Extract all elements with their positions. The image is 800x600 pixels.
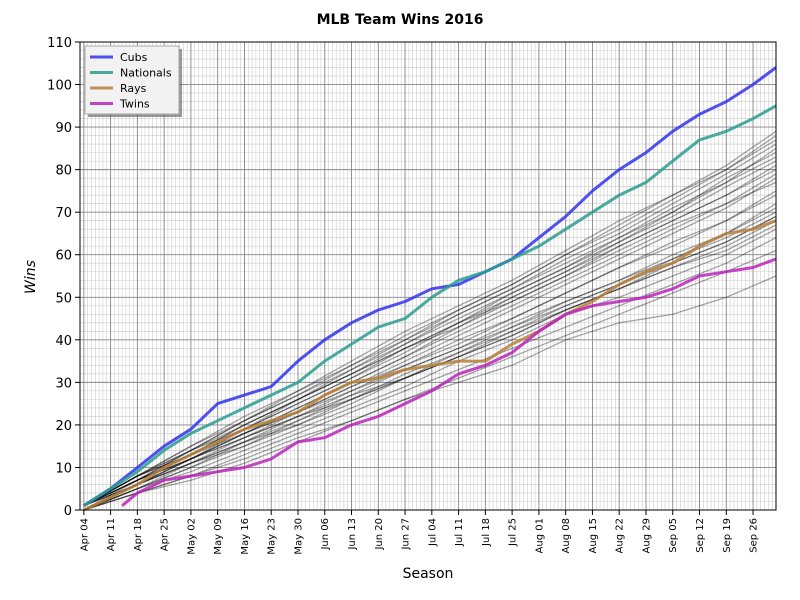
highlighted-team-lines	[82, 66, 777, 512]
y-tick-label: 80	[55, 164, 72, 179]
plot-frame	[79, 41, 777, 511]
team-line	[83, 130, 777, 507]
y-axis: 0 10 20 30 40 50 60 70 80 90 100 110	[47, 36, 80, 519]
x-tick-label: Aug 01	[534, 518, 545, 553]
legend-label: Nationals	[120, 67, 172, 80]
x-tick-label: Jul 25	[508, 518, 519, 547]
y-tick-label: 90	[55, 121, 72, 136]
series-line-cubs	[82, 66, 777, 507]
x-tick-label: Sep 19	[722, 518, 733, 553]
y-tick-label: 60	[55, 249, 72, 264]
x-tick-label: Jul 04	[427, 518, 438, 547]
team-line	[83, 164, 777, 511]
x-tick-label: May 09	[213, 518, 224, 555]
x-tick-label: Jun 27	[401, 518, 412, 551]
y-axis-label: Wins	[23, 260, 39, 294]
team-line	[83, 203, 777, 511]
x-tick-label: Aug 15	[588, 518, 599, 553]
x-tick-label: May 23	[267, 518, 278, 555]
y-tick-label: 50	[55, 291, 72, 306]
team-line	[83, 173, 777, 507]
series-line-twins	[121, 257, 777, 507]
y-tick-label: 110	[47, 36, 72, 51]
legend-label: Rays	[120, 82, 147, 95]
legend-label: Cubs	[120, 51, 148, 64]
x-tick-label: Jun 06	[320, 518, 331, 551]
team-line	[83, 160, 777, 507]
x-tick-label: Jun 13	[347, 518, 358, 551]
team-line	[83, 224, 777, 511]
y-tick-label: 70	[55, 206, 72, 221]
y-tick-label: 30	[55, 376, 72, 391]
x-tick-label: May 02	[186, 518, 197, 555]
team-line	[83, 139, 777, 507]
x-tick-label: Aug 08	[561, 518, 572, 553]
x-tick-label: May 30	[293, 518, 304, 555]
team-line	[83, 190, 777, 507]
x-tick-label: Jul 18	[481, 518, 492, 547]
y-tick-label: 100	[47, 79, 72, 94]
x-tick-label: Apr 18	[133, 518, 144, 551]
x-axis: Apr 04 Apr 11 Apr 18 Apr 25 May 02 May 09 May …	[79, 510, 760, 555]
team-line	[83, 249, 777, 511]
x-tick-label: Sep 12	[695, 518, 706, 553]
x-tick-label: Sep 05	[668, 518, 679, 553]
series-line-rays	[83, 219, 777, 512]
x-tick-label: Apr 04	[79, 518, 90, 551]
team-line	[83, 181, 777, 507]
x-axis-label: Season	[403, 566, 454, 582]
x-tick-label: Aug 22	[615, 518, 626, 553]
series-line-nationals	[82, 104, 777, 507]
team-line	[83, 169, 777, 507]
x-tick-label: Apr 25	[160, 518, 171, 551]
team-line	[83, 211, 777, 507]
x-tick-label: Jun 20	[374, 518, 385, 551]
legend-label: Twins	[119, 98, 150, 111]
chart-title: MLB Team Wins 2016	[317, 12, 484, 28]
x-tick-label: Aug 29	[641, 518, 652, 553]
y-tick-label: 40	[55, 334, 72, 349]
team-line	[83, 194, 777, 511]
team-line	[83, 143, 777, 507]
y-tick-label: 20	[55, 419, 72, 434]
team-line	[83, 220, 777, 511]
y-tick-label: 0	[64, 504, 72, 519]
x-tick-label: Jul 11	[454, 518, 465, 547]
y-tick-label: 10	[55, 461, 72, 476]
team-line	[83, 228, 777, 511]
legend: Cubs Nationals Rays Twins	[84, 45, 182, 117]
x-tick-label: Sep 26	[749, 518, 760, 553]
team-line	[83, 177, 777, 507]
team-line	[83, 237, 777, 511]
x-tick-label: May 16	[240, 518, 251, 555]
team-line	[83, 135, 777, 507]
x-tick-label: Apr 11	[106, 518, 117, 551]
